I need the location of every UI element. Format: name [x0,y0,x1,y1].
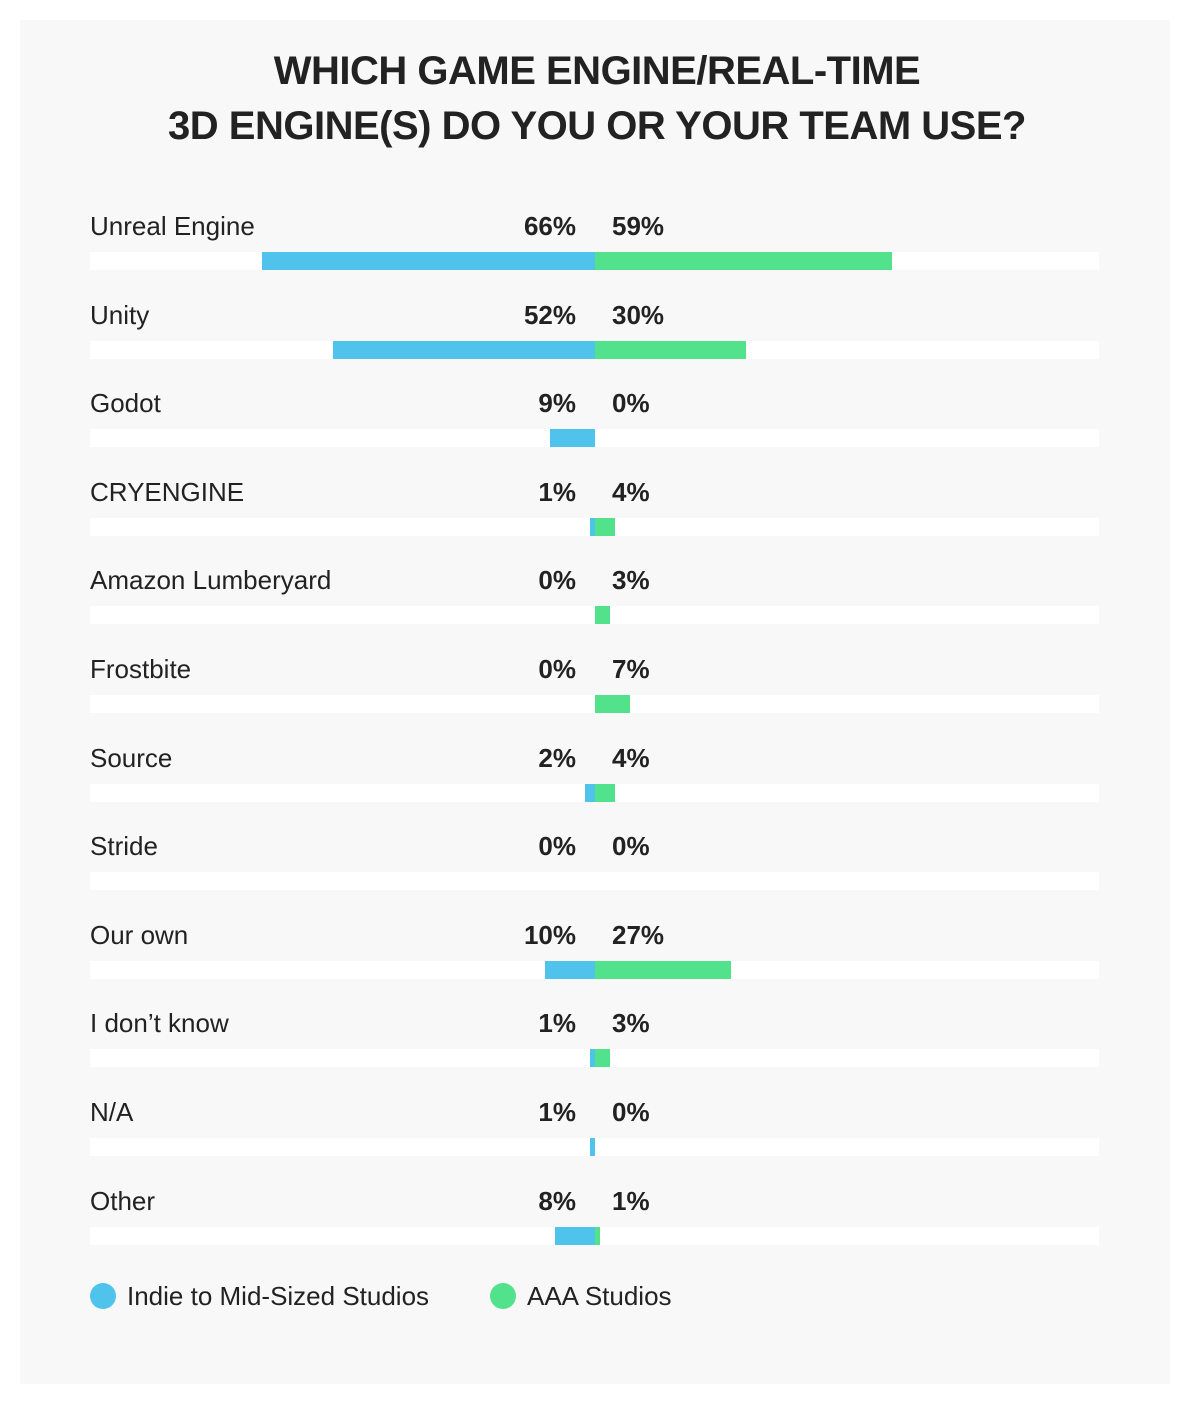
data-label-indie: 9% [538,388,576,419]
bar-indie [332,340,595,359]
bar-aaa [595,252,893,270]
bar-aaa [595,960,732,979]
category-label: Source [90,742,173,773]
bar-aaa [595,1226,601,1245]
data-label-aaa: 27% [612,919,665,950]
bar-indie [549,429,595,448]
data-label-indie: 1% [538,1097,576,1127]
category-label: Our own [90,919,189,950]
category-label: I don’t know [90,1008,229,1039]
category-label: Godot [90,388,161,419]
legend-label-aaa: AAA Studios [527,1280,672,1311]
bar-aaa [595,606,611,625]
data-label-aaa: 59% [612,211,665,241]
data-label-indie: 8% [538,1185,576,1216]
bar-aaa [595,517,616,536]
bar-track [90,872,1099,891]
legend-swatch-indie [90,1283,116,1309]
category-label: N/A [90,1097,134,1127]
data-label-indie: 66% [523,211,576,241]
bar-indie [262,252,595,270]
data-label-aaa: 0% [612,1097,650,1127]
data-label-indie: 1% [538,1008,576,1039]
legend-label-indie: Indie to Mid-Sized Studios [127,1280,430,1311]
category-label: Stride [90,831,158,862]
data-label-aaa: 30% [612,299,665,330]
category-label: Unreal Engine [90,211,255,241]
data-label-indie: 0% [538,831,576,862]
legend-swatch-aaa [490,1283,516,1309]
bar-indie [584,783,595,802]
data-label-indie: 2% [538,742,576,773]
data-label-aaa: 0% [612,831,650,862]
data-label-aaa: 1% [612,1185,650,1216]
data-label-indie: 10% [523,919,576,950]
bar-track [90,606,1099,625]
bar-indie [554,1226,595,1245]
data-label-indie: 52% [523,299,576,330]
bar-aaa [595,340,747,359]
bar-aaa [595,695,631,713]
bar-indie [589,1138,595,1156]
data-label-aaa: 4% [612,476,650,507]
chart-title-line-2: 3D ENGINE(S) DO YOU OR YOUR TEAM USE? [168,104,1026,148]
bar-indie [589,1049,595,1068]
bar-aaa [595,1049,611,1068]
category-label: Frostbite [90,654,192,684]
legend-item-indie: Indie to Mid-Sized Studios [90,1280,429,1312]
data-label-aaa: 7% [612,654,650,684]
bar-track [90,695,1099,713]
data-label-aaa: 3% [612,565,650,596]
bar-aaa [595,783,616,802]
category-label: CRYENGINE [90,476,245,507]
data-label-indie: 1% [538,476,576,507]
data-label-indie: 0% [538,565,576,596]
chart-title-line-1: WHICH GAME ENGINE/REAL-TIME [273,49,921,93]
data-label-aaa: 0% [612,388,650,419]
category-label: Other [90,1185,156,1216]
category-label: Amazon Lumberyard [90,565,332,596]
data-label-indie: 0% [538,654,576,684]
bar-indie [589,517,595,536]
data-label-aaa: 3% [612,1008,650,1039]
data-label-aaa: 4% [612,742,650,773]
bar-indie [544,960,595,979]
category-label: Unity [90,299,150,330]
legend-item-aaa: AAA Studios [490,1280,672,1312]
chart-title: WHICH GAME ENGINE/REAL-TIME 3D ENGINE(S)… [0,44,1194,154]
